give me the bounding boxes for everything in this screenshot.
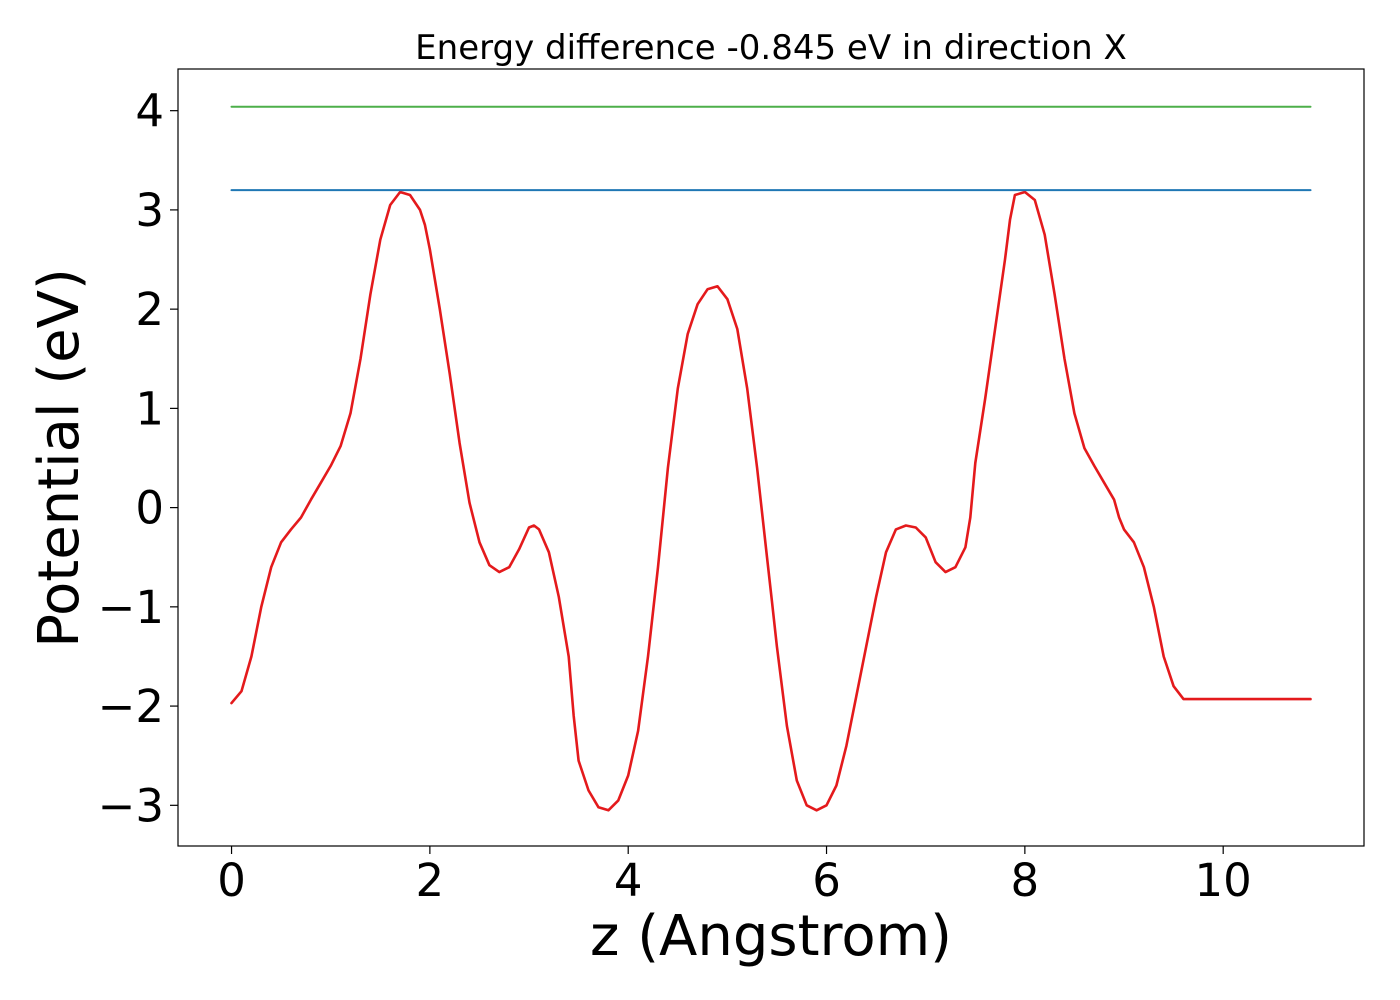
y-axis-ticks: −3 −2 −1 0 1 2 3 4 xyxy=(98,85,178,832)
y-tick-label: 3 xyxy=(135,184,164,237)
x-axis-label: z (Angstrom) xyxy=(590,904,952,969)
plot-series xyxy=(230,105,1312,812)
x-tick-label: 4 xyxy=(614,854,643,907)
x-tick-label: 10 xyxy=(1195,854,1252,907)
y-tick-label: −2 xyxy=(98,680,164,733)
y-axis-label: Potential (eV) xyxy=(27,268,92,648)
y-tick-label: −1 xyxy=(98,581,164,634)
y-tick-label: 0 xyxy=(135,482,164,535)
plot-area-frame xyxy=(177,68,1365,847)
potential-curve xyxy=(230,190,1312,812)
y-tick-label: 1 xyxy=(135,382,164,435)
x-tick-label: 8 xyxy=(1011,854,1040,907)
x-tick-label: 0 xyxy=(217,854,246,907)
y-tick-label: −3 xyxy=(98,779,164,832)
chart-title: Energy difference -0.845 eV in direction… xyxy=(415,28,1127,68)
y-tick-label: 2 xyxy=(135,283,164,336)
x-tick-label: 6 xyxy=(812,854,841,907)
x-tick-label: 2 xyxy=(416,854,445,907)
x-axis-ticks: 0 2 4 6 8 10 xyxy=(217,846,1252,907)
y-tick-label: 4 xyxy=(135,85,164,138)
